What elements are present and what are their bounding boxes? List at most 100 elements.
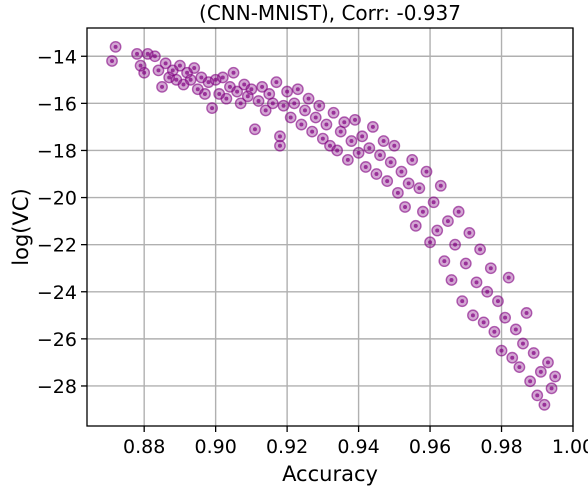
x-axis-title: Accuracy bbox=[282, 462, 378, 486]
data-point bbox=[156, 80, 168, 93]
y-tick-label: −26 bbox=[37, 329, 77, 351]
chart-title: (CNN-MNIST), Corr: -0.937 bbox=[199, 1, 461, 25]
y-tick-label: −28 bbox=[37, 376, 77, 398]
data-point bbox=[356, 130, 369, 143]
data-point bbox=[459, 257, 472, 270]
data-point bbox=[316, 132, 329, 145]
data-point bbox=[152, 64, 165, 77]
data-point bbox=[442, 215, 454, 228]
data-point bbox=[534, 365, 547, 378]
data-point bbox=[270, 76, 283, 89]
data-point bbox=[320, 118, 333, 131]
data-point bbox=[531, 389, 544, 402]
x-tick-label: 0.96 bbox=[409, 436, 451, 458]
x-tick-label: 0.94 bbox=[337, 436, 379, 458]
y-tick-label: −20 bbox=[37, 188, 77, 210]
data-point bbox=[199, 88, 211, 100]
data-point bbox=[188, 62, 201, 74]
data-point bbox=[467, 309, 479, 322]
data-point bbox=[545, 382, 558, 395]
data-point bbox=[417, 205, 429, 218]
data-point bbox=[370, 168, 383, 180]
data-point bbox=[220, 92, 233, 105]
data-point bbox=[388, 139, 401, 152]
data-point bbox=[413, 182, 426, 195]
y-tick-label: −16 bbox=[37, 93, 77, 115]
data-point bbox=[274, 130, 286, 143]
data-point bbox=[231, 85, 243, 98]
data-point bbox=[456, 295, 469, 308]
data-point bbox=[106, 55, 118, 67]
data-point bbox=[424, 236, 436, 249]
data-point bbox=[481, 285, 494, 298]
data-point bbox=[174, 59, 186, 72]
x-tick-label: 1.00 bbox=[552, 436, 588, 458]
data-point bbox=[434, 179, 447, 192]
data-point bbox=[184, 73, 197, 86]
data-point bbox=[517, 337, 529, 350]
data-point bbox=[266, 97, 279, 110]
data-point bbox=[391, 186, 404, 199]
data-point bbox=[341, 153, 354, 166]
data-point bbox=[148, 50, 161, 63]
data-point bbox=[445, 274, 458, 286]
data-point bbox=[234, 97, 247, 110]
data-point bbox=[159, 57, 172, 70]
data-point bbox=[313, 99, 326, 112]
data-point bbox=[384, 156, 397, 169]
data-point bbox=[245, 83, 258, 96]
data-point bbox=[409, 219, 422, 232]
data-point bbox=[395, 165, 408, 178]
plot-frame bbox=[86, 27, 574, 427]
data-point bbox=[281, 85, 294, 98]
data-point bbox=[484, 262, 497, 275]
data-point bbox=[495, 344, 508, 357]
data-point bbox=[227, 66, 240, 79]
data-point bbox=[524, 375, 537, 388]
data-point bbox=[452, 205, 465, 218]
data-point bbox=[470, 276, 483, 289]
data-point bbox=[527, 347, 540, 359]
data-point bbox=[542, 356, 554, 369]
data-point bbox=[431, 224, 444, 237]
data-point bbox=[349, 113, 361, 126]
data-point bbox=[374, 149, 386, 162]
x-tick-label: 0.88 bbox=[123, 436, 165, 458]
data-point bbox=[449, 238, 461, 251]
data-point bbox=[420, 165, 433, 178]
data-point bbox=[399, 201, 411, 213]
data-point bbox=[492, 295, 504, 308]
data-point bbox=[256, 80, 269, 93]
data-point bbox=[427, 196, 440, 209]
data-point bbox=[463, 226, 476, 239]
data-point bbox=[284, 111, 297, 124]
data-point bbox=[206, 102, 218, 114]
x-axis-ticks: 0.88 0.90 0.92 0.94 0.96 0.98 1.00 bbox=[123, 426, 588, 458]
y-axis-title: log(VC) bbox=[9, 188, 33, 265]
data-point bbox=[216, 71, 229, 84]
data-point bbox=[259, 104, 272, 117]
y-axis-ticks: −14 −16 −18 −20 −22 −24 −26 −28 bbox=[37, 46, 87, 398]
data-point bbox=[274, 139, 286, 152]
data-point bbox=[327, 106, 340, 119]
data-point bbox=[295, 118, 308, 131]
data-point bbox=[506, 351, 519, 364]
data-point bbox=[513, 361, 526, 374]
x-tick-label: 0.92 bbox=[266, 436, 308, 458]
data-point bbox=[345, 135, 358, 147]
data-point bbox=[438, 255, 451, 268]
data-point bbox=[291, 83, 304, 96]
data-point bbox=[331, 144, 344, 157]
data-point bbox=[402, 177, 415, 190]
data-points bbox=[106, 40, 562, 411]
data-point bbox=[381, 175, 394, 187]
y-tick-label: −18 bbox=[37, 140, 77, 162]
data-point bbox=[131, 48, 143, 60]
data-point bbox=[249, 123, 261, 136]
data-point bbox=[109, 40, 122, 53]
data-point bbox=[352, 146, 365, 159]
data-point bbox=[477, 316, 490, 329]
x-tick-label: 0.98 bbox=[480, 436, 522, 458]
data-point bbox=[549, 370, 562, 383]
